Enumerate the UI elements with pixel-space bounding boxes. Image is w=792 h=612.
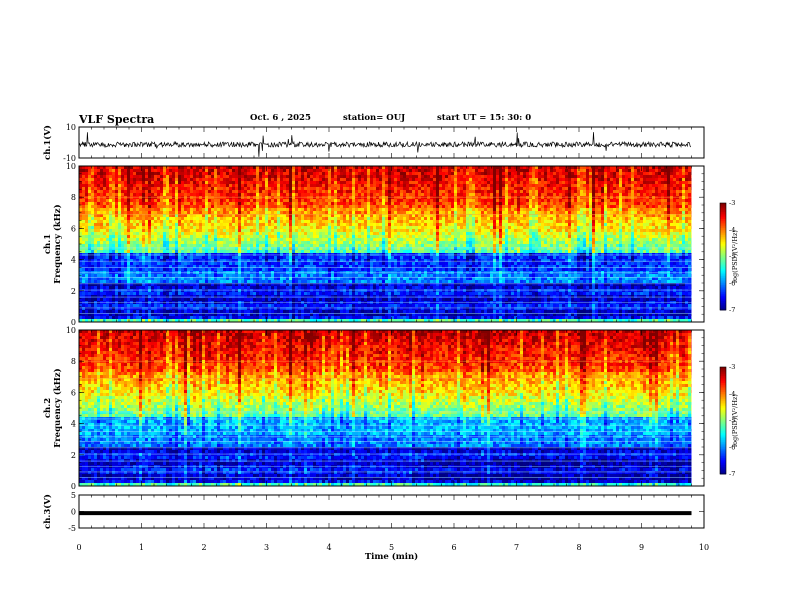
station-label: station= OUJ xyxy=(343,113,405,123)
ch1-waveform-ylabel: ch.1(V) xyxy=(42,125,53,160)
ch2-spectrogram-colorbar-tick: -4 xyxy=(729,390,735,398)
ch3-waveform-ylabel: ch.3(V) xyxy=(42,494,53,529)
ch1-spectrogram-colorbar xyxy=(719,202,727,311)
ch3-waveform-ytick-label: -5 xyxy=(68,524,76,533)
ch2-spectrogram-ytick-label: 4 xyxy=(71,420,76,429)
ch2-spectrogram-ytick-label: 10 xyxy=(66,326,76,335)
ch3-waveform-ytick-label: 5 xyxy=(71,491,76,500)
chart-title: VLF Spectra xyxy=(79,113,154,126)
ch1-spectrogram-ytick-label: 4 xyxy=(71,256,76,265)
ch2-spectrogram-ytick-label: 8 xyxy=(71,357,76,366)
ch2-spectrogram-colorbar-label: log(PSD)(V²/Hz) xyxy=(731,394,739,447)
ch1-waveform-ytick-label: 10 xyxy=(66,123,76,132)
x-tick-label: 7 xyxy=(514,543,519,552)
ch1-spectrogram-ytick-label: 10 xyxy=(66,162,76,171)
ch1-waveform-line xyxy=(78,132,692,157)
ch1-spectrogram-colorbar-tick: -6 xyxy=(729,279,735,287)
x-axis-title: Time (min) xyxy=(365,551,418,562)
ch2-spectrogram-colorbar-tick: -5 xyxy=(729,417,735,425)
x-tick-label: 2 xyxy=(201,543,206,552)
spectrogram-cells-1 xyxy=(79,166,704,323)
ch1-spectrogram-ytick-label: 2 xyxy=(71,287,76,296)
ch1-spectrogram-colorbar-tick: -3 xyxy=(729,199,735,207)
ch2-spectrogram-ylabel: Frequency (kHz) xyxy=(52,368,63,447)
ch1-waveform-ytick-label: -10 xyxy=(63,154,76,163)
ch2-spectrogram-colorbar-tick: -7 xyxy=(729,470,735,478)
ch1-spectrogram-colorbar-tick: -7 xyxy=(729,306,735,314)
ch1-spectrogram-ylabel: Frequency (kHz) xyxy=(52,204,63,283)
ch2-spectrogram-ytick-label: 6 xyxy=(71,388,76,397)
x-tick-label: 10 xyxy=(699,543,709,552)
ch2-spectrogram-ylabel: ch.2 xyxy=(43,398,53,418)
x-tick-label: 5 xyxy=(389,543,394,552)
x-tick-label: 0 xyxy=(76,543,81,552)
x-tick-label: 8 xyxy=(576,543,581,552)
x-tick-label: 6 xyxy=(451,543,456,552)
ch2-spectrogram-colorbar-tick: -6 xyxy=(729,443,735,451)
ch2-spectrogram-colorbar xyxy=(719,366,727,475)
ch2-spectrogram-ytick-label: 0 xyxy=(71,482,76,491)
ch1-spectrogram-colorbar-tick: -5 xyxy=(729,253,735,261)
x-tick-label: 4 xyxy=(326,543,331,552)
x-tick-label: 3 xyxy=(264,543,269,552)
date-label: Oct. 6 , 2025 xyxy=(250,113,311,123)
ch1-spectrogram-ylabel: ch.1 xyxy=(43,234,53,254)
x-tick-label: 9 xyxy=(639,543,644,552)
spectrogram-cells-2 xyxy=(79,330,704,487)
ch2-spectrogram-colorbar-tick: -3 xyxy=(729,363,735,371)
ch1-spectrogram-colorbar-tick: -4 xyxy=(729,226,735,234)
ch2-spectrogram-ytick-label: 2 xyxy=(71,451,76,460)
ch1-spectrogram-ytick-label: 0 xyxy=(71,318,76,327)
ch3-waveform-ytick-label: 0 xyxy=(71,508,76,517)
ch1-spectrogram-ytick-label: 6 xyxy=(71,224,76,233)
x-tick-label: 1 xyxy=(139,543,144,552)
ch1-spectrogram-colorbar-label: log(PSD)(V²/Hz) xyxy=(731,230,739,283)
ch1-spectrogram-ytick-label: 8 xyxy=(71,193,76,202)
start-time-label: start UT = 15: 30: 0 xyxy=(437,113,531,123)
